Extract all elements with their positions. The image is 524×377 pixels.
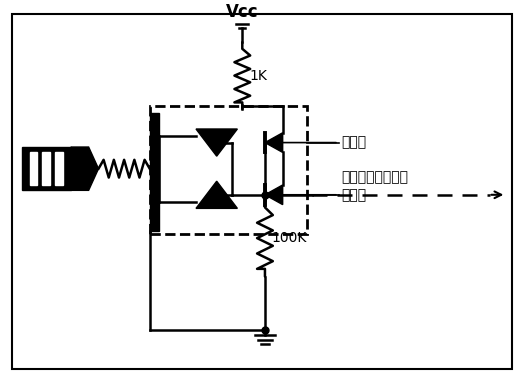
Polygon shape: [265, 185, 282, 205]
Polygon shape: [71, 147, 99, 190]
Text: 左声道: 左声道: [342, 136, 367, 150]
Text: Vcc: Vcc: [226, 3, 259, 21]
Text: 右声道: 右声道: [342, 188, 367, 202]
Text: 100K: 100K: [272, 231, 307, 245]
Polygon shape: [196, 129, 237, 156]
Polygon shape: [265, 133, 282, 152]
Text: 1K: 1K: [249, 69, 267, 83]
Bar: [21, 147, 71, 190]
Bar: [150, 106, 307, 234]
Bar: [42, 152, 50, 185]
Polygon shape: [196, 181, 237, 208]
Bar: [55, 152, 63, 185]
Bar: [29, 152, 37, 185]
Bar: [150, 113, 159, 231]
Text: 检测输出至缓冲器: 检测输出至缓冲器: [342, 170, 409, 184]
